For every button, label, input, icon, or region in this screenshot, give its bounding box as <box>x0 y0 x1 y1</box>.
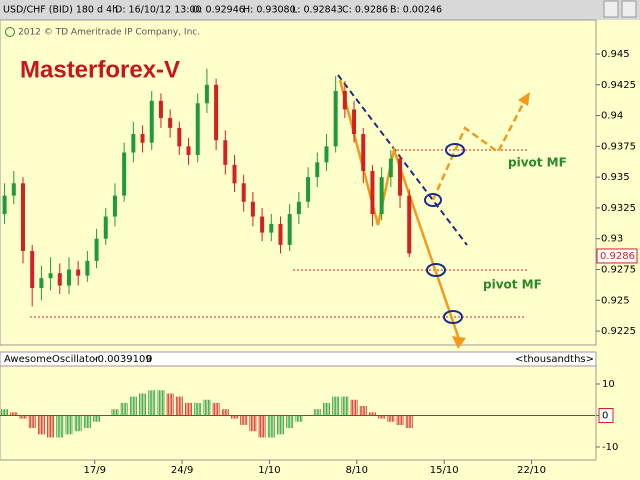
toolbar-icon[interactable] <box>603 0 619 18</box>
y-tick-label: 0.945 <box>601 49 630 60</box>
candle-body <box>342 90 347 110</box>
candle-body <box>388 158 393 178</box>
x-tick-label: 8/10 <box>346 465 368 476</box>
candle-body <box>112 195 117 217</box>
annotation: pivot MF <box>483 278 542 292</box>
candle-body <box>177 127 182 147</box>
candle-body <box>333 90 338 147</box>
candle-body <box>379 177 384 215</box>
open: O: 0.92946 <box>192 5 245 16</box>
ellipse <box>424 193 442 207</box>
candle-body <box>315 162 320 178</box>
candle-body <box>66 269 71 286</box>
trendline <box>337 74 468 246</box>
candle-body <box>149 100 154 143</box>
candle-body <box>57 273 62 286</box>
y-tick-label: 0.9425 <box>601 80 636 91</box>
candle-body <box>214 84 219 141</box>
forecast-arrow <box>431 99 527 201</box>
candle-body <box>398 158 403 196</box>
symbol: USD/CHF (BID) 180 d 4h <box>3 5 118 16</box>
candle-body <box>306 177 311 202</box>
candle-body <box>223 140 228 165</box>
candle-body <box>260 216 265 233</box>
candle-body <box>296 201 301 215</box>
annotation: pivot MF <box>508 156 567 170</box>
y-tick-label: 0.9375 <box>601 141 636 152</box>
candle-body <box>287 214 292 245</box>
candle-body <box>85 260 90 276</box>
date: D: 16/10/12 13:00 <box>115 5 202 16</box>
chart-title: Masterforex-V <box>20 56 180 83</box>
copyright-icon <box>5 27 15 37</box>
candle-body <box>195 103 200 155</box>
candle-body <box>324 146 329 163</box>
candle-body <box>131 134 136 153</box>
bar-range: B: 0.00246 <box>390 5 442 16</box>
y-tick-label: 0.925 <box>601 295 630 306</box>
candle-body <box>278 223 283 245</box>
candle-body <box>361 134 366 171</box>
arrow-head <box>452 336 466 349</box>
candle-body <box>370 170 375 215</box>
last-price-box <box>596 248 638 264</box>
candle-body <box>407 195 412 254</box>
candle-body <box>204 84 209 104</box>
arrow-head <box>518 92 530 106</box>
candle-body <box>39 278 44 288</box>
candle-body <box>30 251 35 288</box>
last-price: 0.9286 <box>600 251 635 262</box>
wave-arrow <box>338 79 462 343</box>
y-tick-label: -10 <box>602 442 618 453</box>
y-tick-label: 0 <box>602 410 608 421</box>
y-tick-label: 10 <box>602 379 615 390</box>
drawings <box>30 74 530 349</box>
y-tick-label: 0.93 <box>601 234 623 245</box>
y-tick-label: 0.9225 <box>601 326 636 337</box>
candle-body <box>232 164 237 184</box>
copyright: 2012 © TD Ameritrade IP Company, Inc. <box>18 28 200 38</box>
low: L: 0.92843 <box>292 5 343 16</box>
ellipse <box>445 143 465 157</box>
candle-body <box>186 146 191 155</box>
candle-body <box>140 134 145 143</box>
x-tick-label: 24/9 <box>171 465 193 476</box>
osc-panel <box>0 365 597 461</box>
candle-body <box>122 152 127 196</box>
candle-body <box>2 195 7 215</box>
candle-body <box>48 273 53 279</box>
zero-box <box>598 407 614 423</box>
toolbar-icon[interactable] <box>621 0 637 18</box>
x-tick-label: 17/9 <box>83 465 105 476</box>
candle-body <box>168 118 173 128</box>
osc-zero: 0 <box>146 354 152 365</box>
x-tick-label: 22/10 <box>517 465 546 476</box>
ellipse <box>426 263 446 277</box>
candle-body <box>158 100 163 119</box>
osc-title: AwesomeOscillator <box>4 354 100 365</box>
header-bar <box>0 0 640 20</box>
close: C: 0.9286 <box>342 5 388 16</box>
candle-body <box>94 238 99 261</box>
candle-body <box>11 183 16 196</box>
candle-body <box>241 183 246 202</box>
candle-body <box>20 183 25 252</box>
osc-value: -0.0039109 <box>94 354 152 365</box>
ellipse <box>443 310 463 324</box>
x-tick-label: 1/10 <box>258 465 280 476</box>
candle-body <box>103 216 108 239</box>
y-tick-label: 0.935 <box>601 172 630 183</box>
x-tick-label: 15/10 <box>430 465 459 476</box>
candle-body <box>76 269 81 276</box>
y-tick-label: 0.9325 <box>601 203 636 214</box>
candle-body <box>352 109 357 135</box>
candle-body <box>250 201 255 217</box>
price-panel <box>0 19 597 346</box>
y-tick-label: 0.9275 <box>601 265 636 276</box>
osc-units: <thousandths> <box>515 354 594 365</box>
y-tick-label: 0.94 <box>601 111 623 122</box>
candle-body <box>269 223 274 233</box>
high: H: 0.93080 <box>243 5 296 16</box>
